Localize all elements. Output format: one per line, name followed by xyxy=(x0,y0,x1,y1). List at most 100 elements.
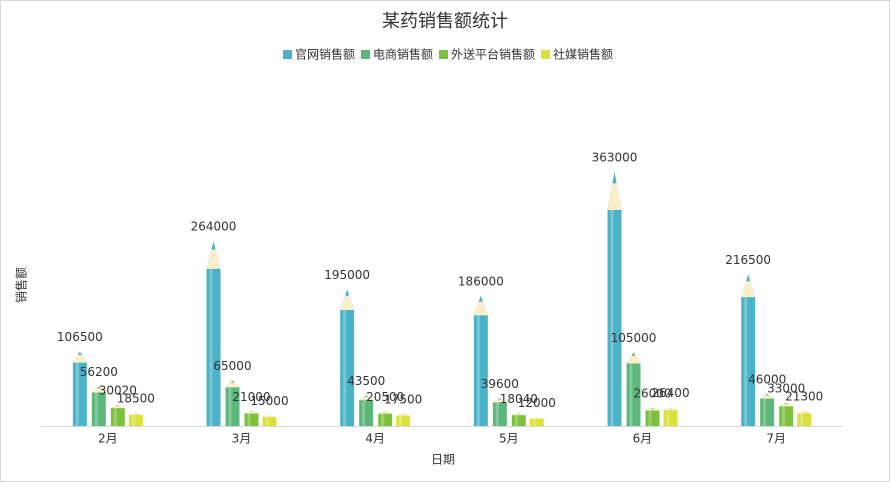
pencil-wood xyxy=(262,415,277,418)
data-label: 26000 xyxy=(633,386,671,400)
x-tick-label: 7月 xyxy=(766,432,786,446)
bar xyxy=(72,351,87,426)
pencil-wood xyxy=(779,403,794,407)
pencil-wood xyxy=(72,354,87,363)
data-label: 21000 xyxy=(232,390,270,404)
bar xyxy=(529,417,544,426)
bar-highlight xyxy=(94,392,98,426)
pencil-wood xyxy=(492,399,507,403)
bar xyxy=(797,411,812,426)
bar-highlight xyxy=(399,415,403,426)
bar-highlight xyxy=(343,309,347,426)
bar-highlight xyxy=(666,410,670,426)
data-label: 264000 xyxy=(191,220,237,234)
pencil-wood xyxy=(741,281,756,298)
bar xyxy=(262,415,277,426)
bar xyxy=(663,407,678,426)
pencil-wood xyxy=(663,408,678,411)
data-label: 46000 xyxy=(748,372,786,386)
pencil-wood xyxy=(797,411,812,414)
bar xyxy=(206,241,221,426)
data-label: 39600 xyxy=(481,377,519,391)
legend-label: 官网销售额 xyxy=(295,47,355,62)
x-tick-label: 2月 xyxy=(98,432,118,446)
bar xyxy=(225,380,240,426)
pencil-wood xyxy=(206,249,221,269)
bar xyxy=(779,402,794,426)
bar-highlight xyxy=(782,406,786,426)
data-label: 216500 xyxy=(725,253,771,267)
legend-label: 外送平台销售额 xyxy=(451,47,535,62)
bar-highlight xyxy=(495,402,499,426)
bar xyxy=(110,404,125,426)
bar-highlight xyxy=(113,408,117,426)
bar xyxy=(91,386,106,426)
pencil-wood xyxy=(128,413,143,415)
legend-swatch xyxy=(541,50,551,59)
pencil-wood xyxy=(244,411,259,414)
legend-swatch xyxy=(439,50,449,59)
bar-highlight xyxy=(532,418,536,426)
pencil-wood xyxy=(110,405,125,409)
bar-highlight xyxy=(247,413,251,426)
data-label: 18500 xyxy=(117,392,155,406)
data-label: 20500 xyxy=(366,390,404,404)
pencil-wood xyxy=(760,395,775,399)
bar-highlight xyxy=(75,362,79,426)
pencil-wood xyxy=(396,414,411,416)
legend-swatch xyxy=(283,50,292,59)
legend-label: 电商销售额 xyxy=(373,47,433,62)
bar xyxy=(511,413,526,426)
bar-highlight xyxy=(209,268,213,426)
data-label: 56200 xyxy=(80,365,118,379)
bar-highlight xyxy=(131,414,135,426)
pencil-wood xyxy=(378,412,393,414)
x-tick-label: 6月 xyxy=(633,432,653,446)
pencil-wood xyxy=(340,295,355,310)
data-label: 18040 xyxy=(500,392,538,406)
bar-highlight xyxy=(381,413,385,426)
bar xyxy=(378,411,393,426)
bar xyxy=(741,274,756,426)
data-label: 12000 xyxy=(518,396,556,410)
bar xyxy=(626,352,641,426)
legend-swatch xyxy=(361,50,371,59)
bar-highlight xyxy=(228,387,232,426)
bar xyxy=(607,171,622,426)
bar-highlight xyxy=(629,363,633,426)
pencil-wood xyxy=(91,388,106,393)
pencil-wood xyxy=(473,301,488,316)
data-label: 26400 xyxy=(651,386,689,400)
bar xyxy=(340,289,355,426)
y-axis-label: 销售额 xyxy=(14,267,29,303)
bar-highlight xyxy=(610,210,614,426)
bar-highlight xyxy=(476,315,480,426)
bar xyxy=(359,395,374,426)
data-label: 15000 xyxy=(250,394,288,408)
bar xyxy=(396,413,411,426)
pencil-wood xyxy=(225,382,240,388)
pencil-wood xyxy=(645,408,660,411)
bar-highlight xyxy=(800,413,804,426)
bar xyxy=(645,407,660,426)
bar xyxy=(492,398,507,426)
bar-highlight xyxy=(763,398,767,426)
pencil-wood xyxy=(359,396,374,401)
data-label: 363000 xyxy=(592,150,638,164)
data-label: 33000 xyxy=(767,381,805,395)
chart-title: 某药销售额统计 xyxy=(382,11,508,32)
legend-label: 社媒销售额 xyxy=(553,47,613,62)
bar xyxy=(244,411,259,426)
data-label: 21300 xyxy=(785,390,823,404)
data-label: 43500 xyxy=(347,374,385,388)
x-tick-label: 5月 xyxy=(499,432,519,446)
data-label: 106500 xyxy=(57,330,103,344)
bar xyxy=(760,393,775,426)
bar-highlight xyxy=(514,415,518,426)
x-tick-label: 3月 xyxy=(232,432,252,446)
data-label: 105000 xyxy=(611,331,657,345)
x-tick-label: 4月 xyxy=(365,432,385,446)
